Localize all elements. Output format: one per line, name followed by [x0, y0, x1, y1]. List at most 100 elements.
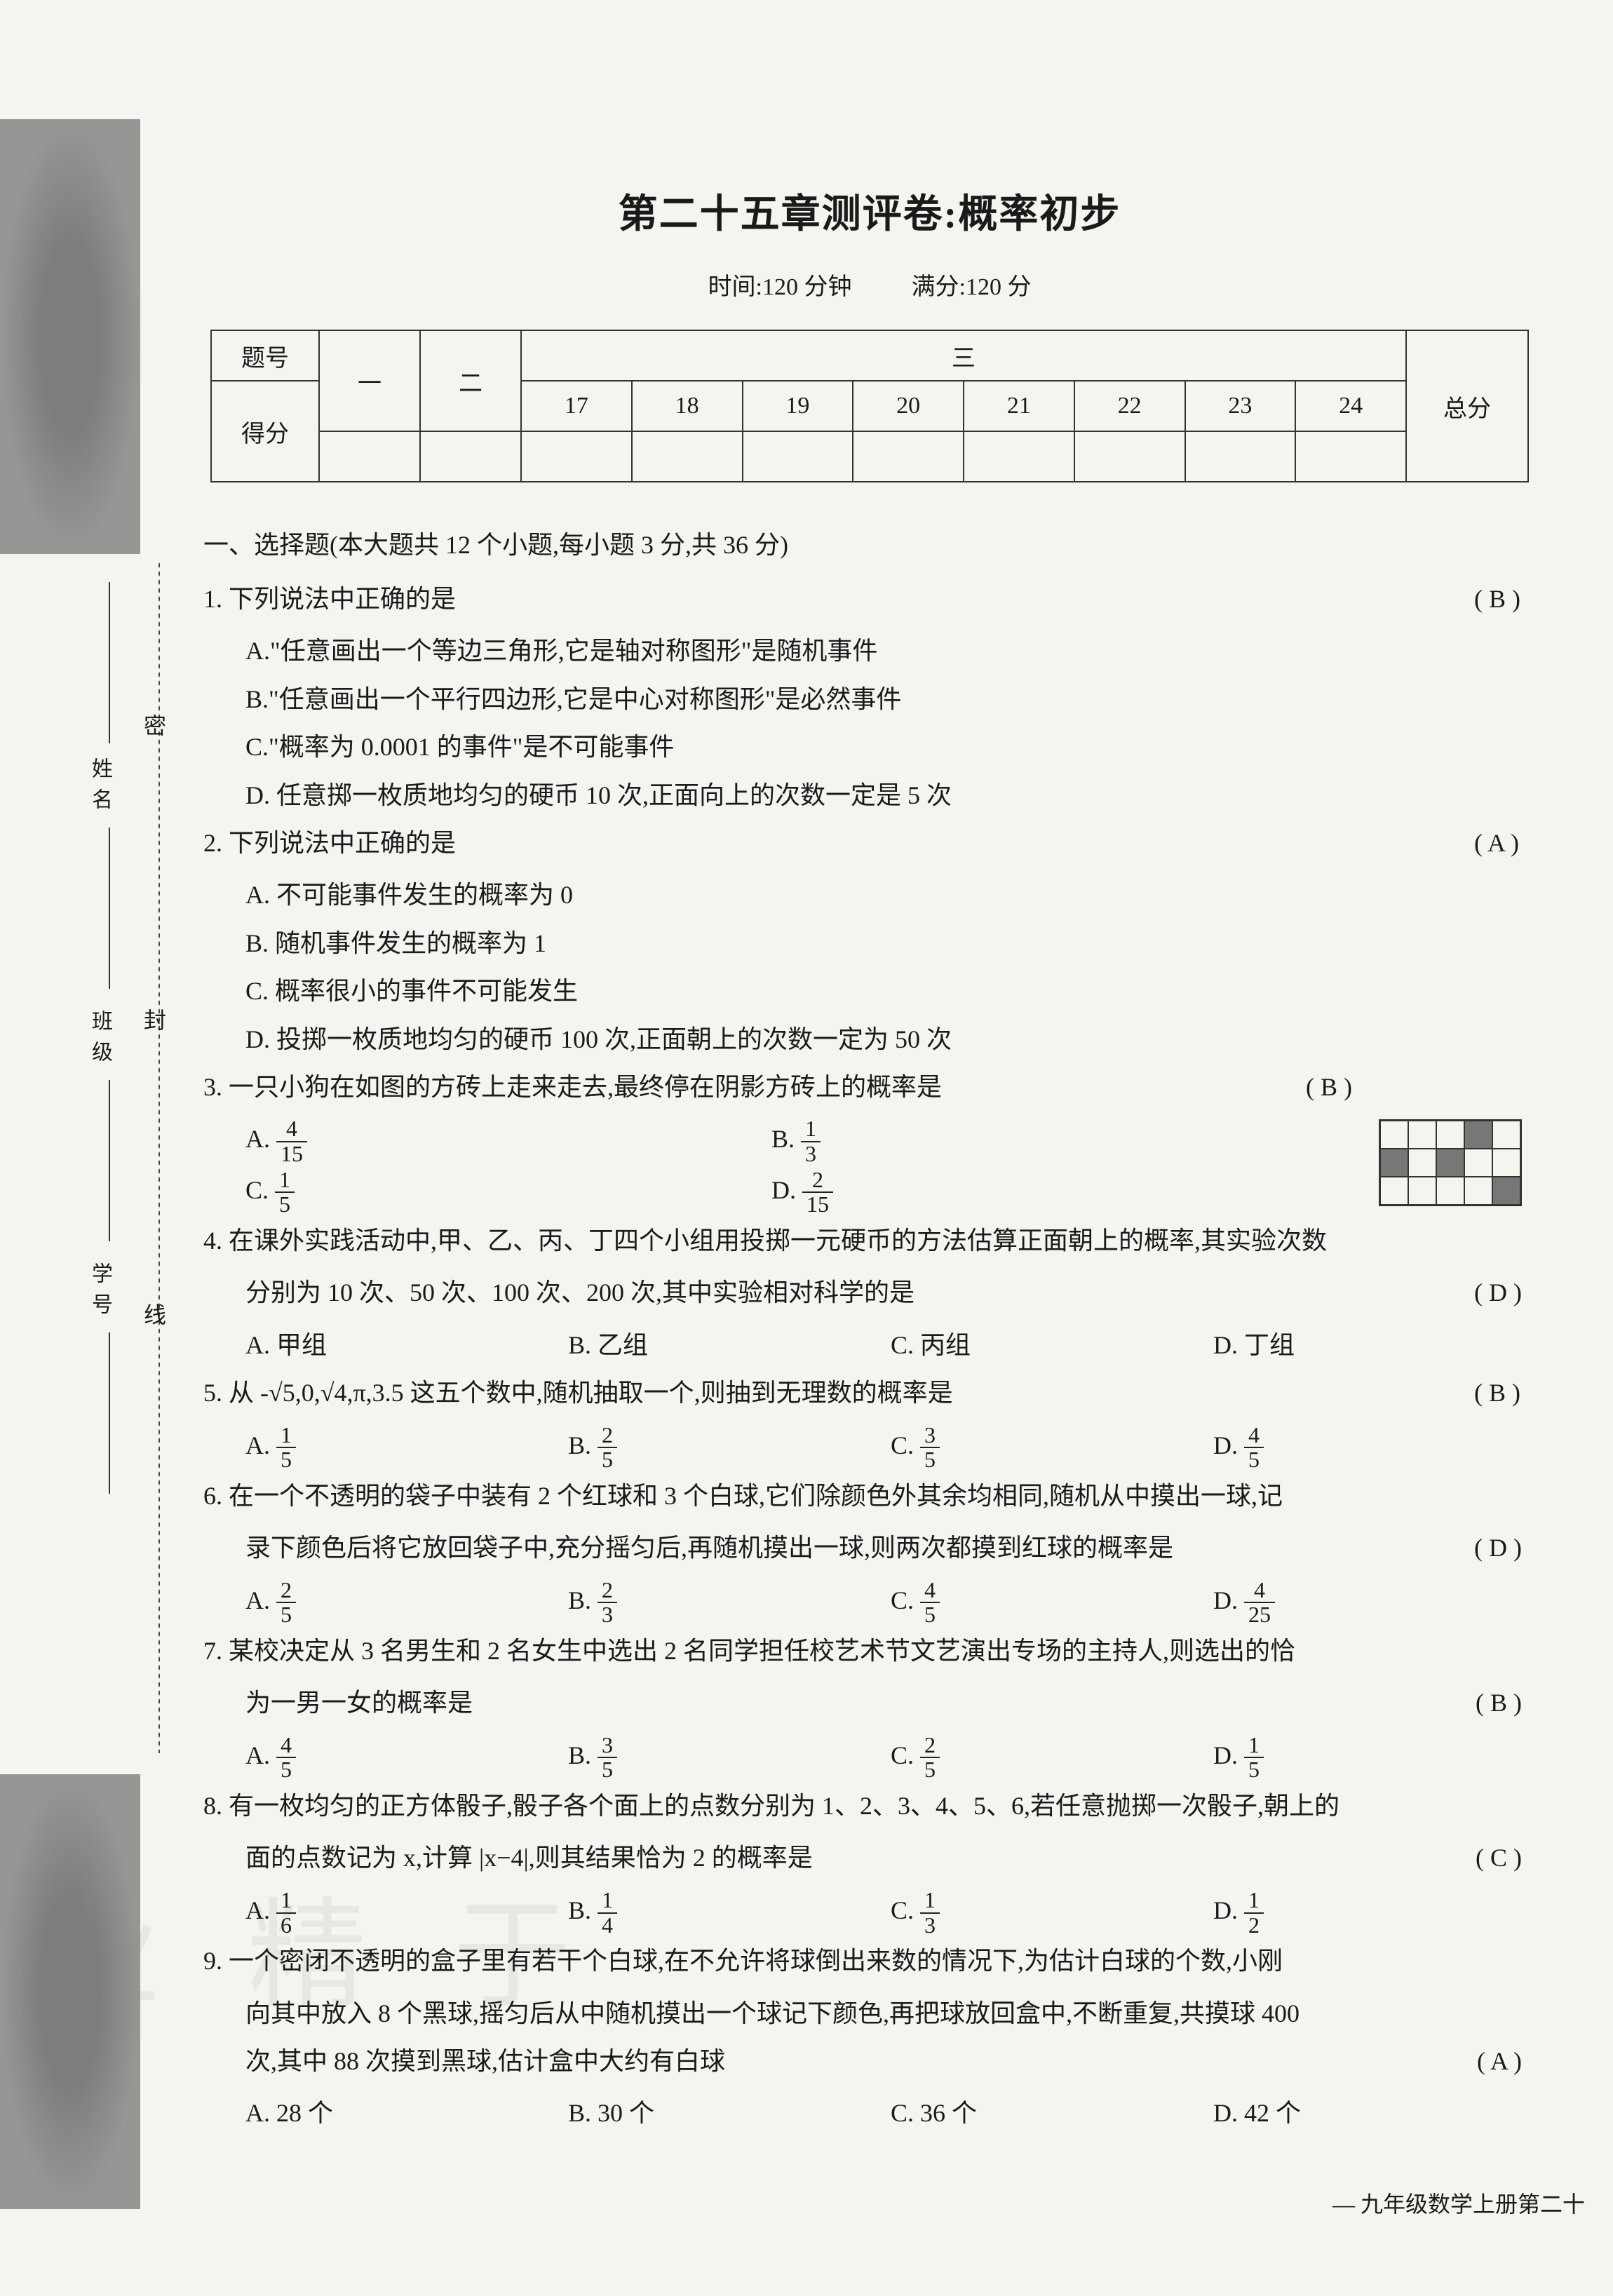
q5-optD: D. 45 [1213, 1422, 1536, 1472]
frac-d: 15 [802, 1193, 833, 1217]
q9-stem2: 向其中放入 8 个黑球,摇匀后从中随机摸出一个球记下颜色,再把球放回盒中,不断重… [203, 1990, 1536, 2037]
frac-n: 2 [598, 1579, 617, 1604]
q6-optA: A. 25 [245, 1576, 568, 1627]
q5-answer: ( B ) [1513, 1369, 1522, 1417]
q6-options: A. 25 B. 23 C. 45 D. 425 [203, 1576, 1536, 1627]
q2-answer: ( A ) [1513, 819, 1522, 867]
q1-stem: 1. 下列说法中正确的是 ( B ) [203, 575, 1536, 623]
q1-optA: A."任意画出一个等边三角形,它是轴对称图形"是随机事件 [203, 627, 1536, 675]
th-three: 三 [521, 330, 1406, 381]
q8-stem2: 面的点数记为 x,计算 |x−4|,则其结果恰为 2 的概率是 ( C ) [203, 1834, 1536, 1882]
gutter-char-xian: 线 [144, 1297, 166, 1330]
q4-optC: C. 丙组 [891, 1321, 1213, 1369]
q3-optD: D. 215 [771, 1166, 1297, 1217]
q8-optD: D. 12 [1213, 1886, 1536, 1937]
gutter-underline [109, 1080, 110, 1241]
frac-d: 5 [276, 1448, 296, 1472]
frac-d: 5 [598, 1448, 617, 1472]
q4-stem2-text: 分别为 10 次、50 次、100 次、200 次,其中实验相对科学的是 [245, 1278, 915, 1306]
q2-stem-text: 2. 下列说法中正确的是 [203, 829, 456, 857]
q4-options: A. 甲组 B. 乙组 C. 丙组 D. 丁组 [203, 1321, 1536, 1369]
sub-num: 22 [1074, 381, 1185, 431]
frac-d: 5 [276, 1603, 296, 1627]
q3-optA: A. 415 [245, 1115, 771, 1166]
th-two: 二 [420, 330, 521, 431]
gutter-texture-bottom [0, 1774, 140, 2209]
q3-stem: 3. 一只小狗在如图的方砖上走来走去,最终停在阴影方砖上的概率是 ( B ) [203, 1063, 1536, 1111]
q8-answer: ( C ) [1476, 1834, 1522, 1882]
q5-optB: B. 25 [568, 1422, 891, 1472]
q9-stem3: 次,其中 88 次摸到黑球,估计盒中大约有白球 ( A ) [203, 2037, 1536, 2085]
frac-d: 5 [920, 1603, 940, 1627]
frac-n: 4 [1244, 1424, 1264, 1449]
frac-n: 1 [276, 1424, 296, 1449]
q5-optC: C. 35 [891, 1422, 1213, 1472]
q9-stem1: 9. 一个密闭不透明的盒子里有若干个白球,在不允许将球倒出来数的情况下,为估计白… [203, 1937, 1536, 1985]
score-table: 题号 一 二 三 总分 得分 17 18 19 20 21 22 23 24 [210, 330, 1529, 482]
frac-n: 1 [1244, 1734, 1264, 1759]
q4-stem2: 分别为 10 次、50 次、100 次、200 次,其中实验相对科学的是 ( D… [203, 1269, 1536, 1316]
q9-optC: C. 36 个 [891, 2089, 1213, 2137]
gutter-texture-top [0, 119, 140, 554]
gutter-label-id: 学号 [84, 1262, 115, 1324]
frac-n: 1 [1244, 1889, 1264, 1914]
page-content: 第二十五章测评卷:概率初步 时间:120 分钟 满分:120 分 题号 一 二 … [203, 182, 1536, 2138]
blank-cell [319, 431, 420, 482]
blank-cell [632, 431, 743, 482]
frac-d: 5 [1244, 1448, 1264, 1472]
frac-d: 3 [598, 1603, 617, 1627]
th-total: 总分 [1406, 330, 1528, 482]
q4-optB: B. 乙组 [568, 1321, 891, 1369]
q5-stem: 5. 从 -√5,0,√4,π,3.5 这五个数中,随机抽取一个,则抽到无理数的… [203, 1369, 1536, 1417]
section-1-title: 一、选择题(本大题共 12 个小题,每小题 3 分,共 36 分) [203, 525, 1536, 561]
gutter-underline [109, 828, 110, 989]
q6-stem2-text: 录下颜色后将它放回袋子中,充分摇匀后,再随机摸出一球,则两次都摸到红球的概率是 [245, 1534, 1173, 1562]
q9-optB: B. 30 个 [568, 2089, 891, 2137]
q8-stem2-text: 面的点数记为 x,计算 |x−4|,则其结果恰为 2 的概率是 [245, 1844, 813, 1872]
q4-optD: D. 丁组 [1213, 1321, 1536, 1369]
th-one: 一 [319, 330, 420, 431]
q8-options: A. 16 B. 14 C. 13 D. 12 [203, 1886, 1536, 1937]
q6-optB: B. 23 [568, 1576, 891, 1627]
frac-n: 1 [275, 1168, 295, 1194]
frac-d: 15 [276, 1142, 307, 1166]
q8-optB: B. 14 [568, 1886, 891, 1937]
frac-n: 4 [276, 1117, 307, 1142]
q9-optD: D. 42 个 [1213, 2089, 1536, 2137]
frac-d: 2 [1244, 1914, 1264, 1938]
frac-n: 2 [276, 1579, 296, 1604]
frac-n: 1 [801, 1117, 821, 1142]
q1-optB: B."任意画出一个平行四边形,它是中心对称图形"是必然事件 [203, 675, 1536, 723]
frac-n: 1 [276, 1889, 296, 1914]
th-num: 题号 [211, 330, 319, 381]
q8-stem1: 8. 有一枚均匀的正方体骰子,骰子各个面上的点数分别为 1、2、3、4、5、6,… [203, 1782, 1536, 1830]
frac-d: 6 [276, 1914, 296, 1938]
q9-answer: ( A ) [1477, 2037, 1522, 2085]
frac-n: 4 [276, 1734, 296, 1759]
gutter-underline [109, 582, 110, 743]
frac-d: 3 [920, 1914, 940, 1938]
blank-cell [521, 431, 632, 482]
q9-optA: A. 28 个 [245, 2089, 568, 2137]
exam-meta: 时间:120 分钟 满分:120 分 [203, 267, 1536, 302]
page-title: 第二十五章测评卷:概率初步 [203, 182, 1536, 239]
q3-optC: C. 15 [245, 1166, 771, 1217]
q1-optD: D. 任意掷一枚质地均匀的硬币 10 次,正面向上的次数一定是 5 次 [203, 771, 1536, 819]
q7-answer: ( B ) [1476, 1679, 1522, 1727]
q1-answer: ( B ) [1513, 575, 1522, 623]
gutter-char-feng: 封 [144, 1003, 166, 1035]
row-score: 得分 [211, 381, 319, 482]
gutter-label-name: 姓名 [84, 757, 115, 819]
q7-stem2-text: 为一男一女的概率是 [245, 1689, 473, 1717]
frac-d: 25 [1244, 1603, 1275, 1627]
frac-n: 4 [920, 1579, 940, 1604]
sub-num: 17 [521, 381, 632, 431]
q3-grid-figure [1379, 1119, 1522, 1206]
q7-optB: B. 35 [568, 1731, 891, 1782]
sub-num: 19 [743, 381, 853, 431]
frac-n: 1 [598, 1889, 617, 1914]
sub-num: 18 [632, 381, 743, 431]
frac-n: 4 [1244, 1579, 1275, 1604]
frac-n: 3 [598, 1734, 617, 1759]
frac-n: 1 [920, 1889, 940, 1914]
